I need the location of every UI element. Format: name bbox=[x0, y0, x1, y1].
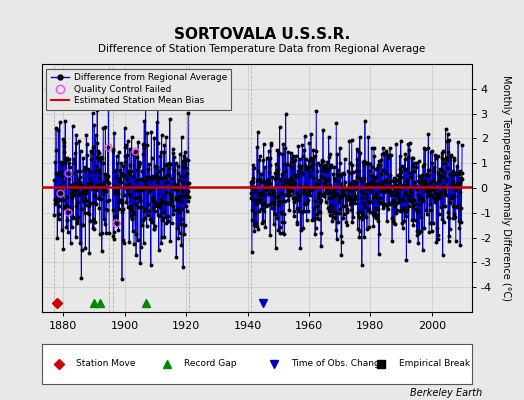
Y-axis label: Monthly Temperature Anomaly Difference (°C): Monthly Temperature Anomaly Difference (… bbox=[501, 75, 511, 301]
Text: Difference of Station Temperature Data from Regional Average: Difference of Station Temperature Data f… bbox=[99, 44, 425, 54]
Text: Berkeley Earth: Berkeley Earth bbox=[410, 388, 482, 398]
Text: Empirical Break: Empirical Break bbox=[399, 360, 470, 368]
Text: Time of Obs. Change: Time of Obs. Change bbox=[291, 360, 386, 368]
Text: Station Move: Station Move bbox=[77, 360, 136, 368]
Legend: Difference from Regional Average, Quality Control Failed, Estimated Station Mean: Difference from Regional Average, Qualit… bbox=[47, 68, 231, 110]
Text: SORTOVALA U.S.S.R.: SORTOVALA U.S.S.R. bbox=[174, 27, 350, 42]
Text: Record Gap: Record Gap bbox=[184, 360, 236, 368]
